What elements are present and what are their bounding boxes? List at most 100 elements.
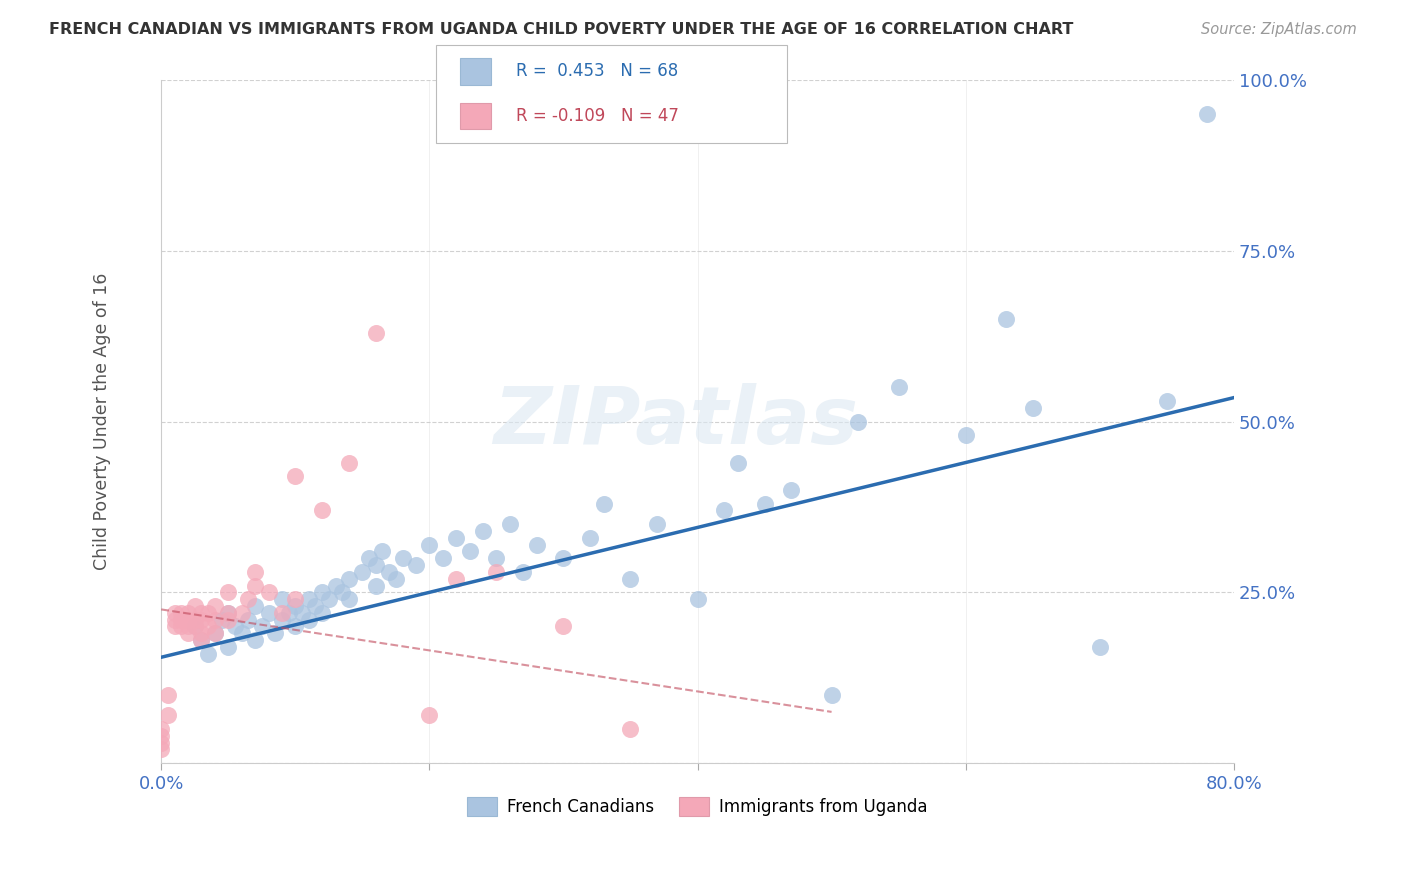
Point (177, 626, 200, 640)
Point (619, 572, 641, 586)
Point (592, 496, 614, 510)
Point (472, 524, 495, 538)
Point (284, 599, 307, 613)
Point (257, 606, 280, 620)
Point (499, 516, 522, 531)
Point (211, 613, 233, 627)
Point (1021, 401, 1043, 415)
Point (418, 537, 440, 551)
Point (378, 565, 401, 579)
Point (170, 606, 193, 620)
Point (190, 626, 212, 640)
Point (243, 633, 266, 648)
Point (298, 613, 321, 627)
Point (197, 647, 219, 661)
Point (337, 456, 360, 470)
Point (217, 640, 239, 654)
Point (754, 496, 776, 510)
Point (780, 483, 803, 497)
Point (184, 613, 207, 627)
Point (955, 428, 977, 442)
Point (579, 531, 602, 545)
Point (250, 619, 273, 633)
Point (887, 380, 910, 394)
Point (217, 606, 239, 620)
Point (553, 619, 575, 633)
Point (163, 619, 186, 633)
Text: R =  0.453   N = 68: R = 0.453 N = 68 (516, 62, 678, 80)
Point (238, 592, 260, 607)
Point (444, 572, 467, 586)
Point (553, 551, 575, 566)
Point (238, 613, 260, 627)
Point (686, 592, 709, 607)
Point (330, 585, 353, 599)
Point (318, 592, 340, 607)
Point (156, 688, 179, 702)
Point (170, 613, 193, 627)
Point (485, 565, 508, 579)
Point (458, 544, 481, 558)
Point (163, 613, 186, 627)
Point (204, 626, 226, 640)
Point (619, 722, 641, 736)
Point (150, 742, 173, 756)
Point (485, 551, 508, 566)
Point (284, 619, 307, 633)
Point (357, 551, 380, 566)
Point (156, 708, 179, 723)
Text: Child Poverty Under the Age of 16: Child Poverty Under the Age of 16 (93, 273, 111, 570)
Text: ZIPatlas: ZIPatlas (494, 383, 859, 460)
Legend: French Canadians, Immigrants from Uganda: French Canadians, Immigrants from Uganda (461, 790, 935, 823)
Point (217, 606, 239, 620)
Point (444, 531, 467, 545)
Text: Source: ZipAtlas.com: Source: ZipAtlas.com (1201, 22, 1357, 37)
Point (1088, 640, 1111, 654)
Point (304, 599, 326, 613)
Point (291, 606, 314, 620)
Point (512, 565, 534, 579)
Point (243, 578, 266, 592)
Point (177, 619, 200, 633)
Point (197, 619, 219, 633)
Point (217, 613, 239, 627)
Point (150, 722, 173, 736)
Point (284, 469, 307, 483)
Point (337, 592, 360, 607)
Point (243, 599, 266, 613)
Point (713, 503, 735, 517)
Point (311, 585, 333, 599)
Point (364, 578, 387, 592)
Point (184, 599, 207, 613)
Point (311, 606, 333, 620)
Point (204, 599, 226, 613)
Point (311, 503, 333, 517)
Point (163, 606, 186, 620)
Point (177, 613, 200, 627)
Point (190, 633, 212, 648)
Point (405, 558, 427, 572)
Point (243, 565, 266, 579)
Point (224, 619, 246, 633)
Point (337, 572, 360, 586)
Point (391, 551, 413, 566)
Point (371, 544, 394, 558)
Point (264, 626, 287, 640)
Point (184, 619, 207, 633)
Point (190, 633, 212, 648)
Text: FRENCH CANADIAN VS IMMIGRANTS FROM UGANDA CHILD POVERTY UNDER THE AGE OF 16 CORR: FRENCH CANADIAN VS IMMIGRANTS FROM UGAND… (49, 22, 1074, 37)
Point (204, 626, 226, 640)
Point (1195, 107, 1218, 121)
Point (385, 572, 408, 586)
Point (284, 592, 307, 607)
Point (994, 312, 1017, 326)
Point (848, 415, 870, 429)
Point (231, 626, 253, 640)
Text: R = -0.109   N = 47: R = -0.109 N = 47 (516, 107, 679, 125)
Point (432, 551, 454, 566)
Point (170, 619, 193, 633)
Point (352, 565, 374, 579)
Point (526, 537, 548, 551)
Point (190, 606, 212, 620)
Point (177, 606, 200, 620)
